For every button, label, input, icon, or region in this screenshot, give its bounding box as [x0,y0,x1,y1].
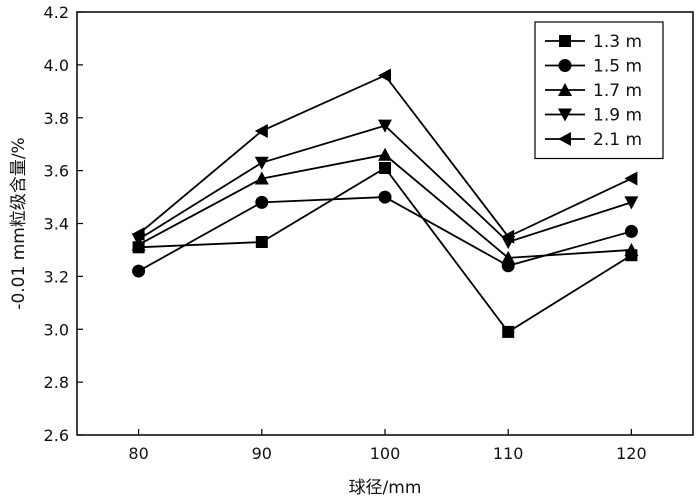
data-point [501,229,515,244]
data-point [255,195,269,209]
x-axis-title: 球径/mm [349,478,422,498]
data-point [254,123,268,138]
data-point [131,227,145,242]
data-point [379,161,391,174]
ticks: 2.6 2.8 3.0 3.2 3.4 3.6 3.8 4.0 4.2 80 90 100 110 120 [44,3,647,463]
data-point [255,236,268,249]
series-2 [132,190,638,278]
data-point [254,156,269,170]
series-1 [132,161,638,338]
series-line [138,196,632,272]
y-axis-title: -0.01 mm粒级含量/% [9,137,29,309]
legend-label: 2.1 m [593,130,642,150]
data-point [378,68,391,83]
x-tick-label: 100 [370,444,401,463]
y-tick-label: 3.2 [44,267,69,286]
x-tick-label: 110 [493,444,524,463]
data-point [624,224,638,238]
data-point [502,325,515,338]
data-point [624,242,639,256]
data-point [378,190,392,204]
legend-marker [558,108,572,122]
y-tick-label: 3.8 [44,109,69,128]
legend-marker [558,132,571,146]
y-tick-label: 4.0 [44,56,69,75]
data-point [132,264,146,278]
y-tick-label: 2.8 [44,373,69,392]
legend-marker [559,35,571,47]
legend-item: 1.7 m [545,81,642,101]
legend-label: 1.7 m [593,81,642,101]
x-tick-label: 80 [128,444,148,463]
series-5 [131,68,638,244]
x-tick-label: 90 [252,444,272,463]
series-group [131,68,639,338]
data-point [501,250,516,264]
y-tick-label: 4.2 [44,3,69,22]
legend-item: 1.5 m [545,57,642,77]
legend-marker [558,59,572,72]
y-tick-label: 2.6 [44,426,69,445]
y-tick-label: 3.4 [44,215,69,234]
legend-label: 1.9 m [593,106,642,126]
legend-label: 1.5 m [593,57,642,77]
data-point [254,171,269,185]
data-point [624,196,639,210]
data-point [378,147,392,161]
x-tick-label: 120 [616,444,647,463]
legend-item: 1.9 m [545,106,642,126]
legend-item: 1.3 m [545,32,642,52]
legend-item: 2.1 m [545,130,642,150]
data-point [624,171,638,186]
legend: 1.3 m 1.5 m 1.7 m 1.9 m 2.1 m [534,21,664,160]
legend-label: 1.3 m [593,32,642,52]
series-3 [131,147,639,264]
y-tick-label: 3.6 [44,162,69,181]
data-point [378,119,392,133]
legend-marker [558,83,572,96]
y-tick-label: 3.0 [44,320,69,339]
